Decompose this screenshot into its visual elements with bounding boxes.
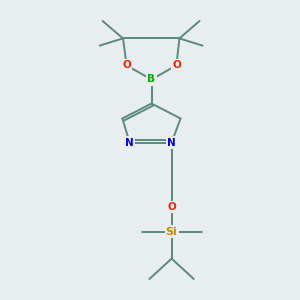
- Text: B: B: [148, 74, 155, 85]
- Text: N: N: [125, 137, 134, 148]
- Text: Si: Si: [166, 226, 178, 237]
- Text: O: O: [122, 60, 131, 70]
- Text: N: N: [167, 137, 176, 148]
- Text: O: O: [167, 202, 176, 212]
- Text: O: O: [172, 60, 181, 70]
